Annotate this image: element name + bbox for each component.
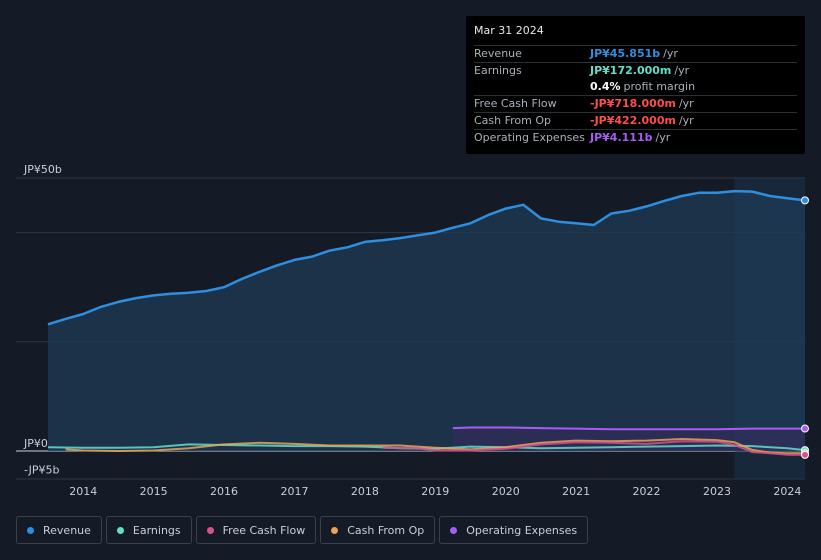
tooltip-unit: /yr	[655, 131, 671, 144]
tooltip-row: Free Cash Flow -JP¥718.000m/yr	[474, 95, 797, 112]
x-tick-label: 2021	[562, 485, 590, 498]
free-cash-flow-line	[382, 440, 806, 456]
tooltip-unit: /yr	[678, 114, 694, 127]
legend-item-cash-from-op[interactable]: Cash From Op	[320, 516, 436, 544]
operating-expenses-endpoint	[801, 424, 809, 433]
earnings-line	[47, 443, 806, 452]
tooltip-row: Revenue JP¥45.851b/yr	[474, 45, 797, 62]
y-tick-label: JP¥0	[23, 437, 48, 450]
revenue-line	[47, 189, 806, 326]
cash-from-op-line	[65, 438, 806, 455]
legend-label: Operating Expenses	[466, 523, 578, 537]
free-cash-flow-endpoint	[801, 450, 809, 459]
tooltip-row: 0.4% profit margin	[474, 79, 797, 95]
tooltip-label: Free Cash Flow	[474, 97, 557, 110]
tooltip-row: Operating Expenses JP¥4.111b/yr	[474, 129, 797, 146]
tooltip-label: Cash From Op	[474, 114, 552, 127]
x-tick-label: 2022	[633, 485, 661, 498]
legend-dot-icon	[116, 526, 124, 534]
x-tick-label: 2024	[773, 485, 801, 498]
y-tick-label: JP¥50b	[23, 163, 62, 176]
tooltip-label: Revenue	[474, 47, 522, 60]
tooltip-rows: Revenue JP¥45.851b/yr Earnings JP¥172.000m /…	[474, 45, 797, 146]
tooltip-value: JP¥172.000m	[590, 64, 672, 77]
legend-label: Cash From Op	[347, 523, 425, 537]
tooltip-date: Mar 31 2024	[474, 24, 544, 37]
revenue-endpoint	[801, 196, 809, 205]
tooltip-unit: profit margin	[623, 80, 696, 93]
operating-expenses-line	[452, 426, 805, 431]
legend-item-revenue[interactable]: Revenue	[16, 516, 102, 544]
legend-dot-icon	[331, 526, 339, 534]
legend: Revenue Earnings Free Cash Flow Cash From O…	[16, 516, 592, 546]
legend-label: Free Cash Flow	[222, 523, 306, 537]
x-tick-label: 2015	[140, 485, 168, 498]
tooltip-row: Cash From Op -JP¥422.000m/yr	[474, 112, 797, 129]
legend-dot-icon	[450, 526, 458, 534]
tooltip-unit: /yr	[674, 64, 690, 77]
tooltip-value: -JP¥718.000m	[590, 97, 676, 110]
tooltip-value: JP¥45.851b	[590, 47, 661, 60]
x-tick-label: 2019	[421, 485, 449, 498]
legend-label: Revenue	[43, 523, 91, 537]
x-axis: 2014 2015 2016 2017 2018 2019 2020 2021 2022 2023…	[69, 485, 801, 498]
tooltip-label: Earnings	[474, 64, 522, 77]
series-layer	[47, 189, 809, 459]
y-axis: JP¥50b JP¥0 -JP¥5b	[23, 163, 62, 476]
tooltip-label: Operating Expenses	[474, 131, 585, 144]
x-tick-label: 2020	[492, 485, 520, 498]
y-tick-label: -JP¥5b	[24, 463, 59, 476]
legend-item-earnings[interactable]: Earnings	[105, 516, 192, 544]
tooltip-value: 0.4%	[590, 80, 621, 93]
tooltip-row: Earnings JP¥172.000m/yr	[474, 62, 797, 79]
x-tick-label: 2016	[210, 485, 238, 498]
x-tick-label: 2014	[69, 485, 97, 498]
tooltip: Mar 31 2024 Revenue JP¥45.851b/yr Earnings…	[466, 16, 805, 154]
legend-label: Earnings	[132, 523, 181, 537]
tooltip-value: JP¥4.111b	[590, 131, 653, 144]
legend-dot-icon	[206, 526, 214, 534]
legend-item-free-cash-flow[interactable]: Free Cash Flow	[195, 516, 317, 544]
tooltip-label	[474, 79, 590, 95]
x-tick-label: 2023	[703, 485, 731, 498]
tooltip-unit: /yr	[663, 47, 678, 60]
tooltip-unit: /yr	[678, 97, 694, 110]
legend-item-operating-expenses[interactable]: Operating Expenses	[439, 516, 589, 544]
revenue-area	[48, 191, 805, 451]
x-tick-label: 2018	[351, 485, 379, 498]
tooltip-value: -JP¥422.000m	[590, 114, 676, 127]
x-tick-label: 2017	[280, 485, 308, 498]
legend-dot-icon	[27, 526, 34, 534]
